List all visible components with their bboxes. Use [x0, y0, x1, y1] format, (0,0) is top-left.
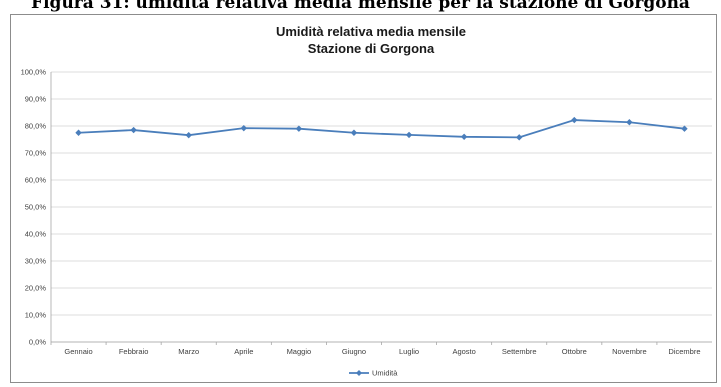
gridlines	[50, 71, 712, 343]
chart-frame	[10, 14, 717, 383]
x-tick-label: Luglio	[399, 347, 419, 356]
data-point	[460, 133, 468, 140]
data-point	[240, 124, 247, 132]
data-point	[185, 131, 192, 139]
x-tick-label: Febbraio	[119, 347, 149, 356]
x-tick-label: Maggio	[287, 347, 312, 356]
data-point	[350, 129, 358, 136]
x-tick-label: Gennaio	[64, 347, 92, 356]
figure-caption: Figura 31: umidità relativa media mensil…	[31, 0, 690, 13]
y-tick-label: 70,0%	[25, 149, 47, 158]
x-tick-label: Settembre	[502, 347, 537, 356]
x-axis-ticks: Gennaio Febbraio Marzo Aprile Maggio Giugno Lu…	[50, 342, 701, 356]
x-tick-label: Agosto	[452, 347, 475, 356]
x-tick-label: Marzo	[178, 347, 199, 356]
y-tick-label: 30,0%	[25, 257, 47, 266]
y-tick-label: 80,0%	[25, 122, 47, 131]
data-point	[626, 119, 633, 126]
y-tick-label: 0,0%	[29, 338, 46, 347]
y-tick-label: 10,0%	[25, 311, 47, 320]
y-tick-label: 100,0%	[21, 68, 47, 77]
y-tick-label: 20,0%	[25, 284, 47, 293]
data-point	[75, 129, 82, 136]
x-tick-label: Giugno	[342, 347, 366, 356]
data-point	[571, 116, 578, 124]
series-line	[78, 119, 685, 139]
data-point	[405, 131, 413, 139]
chart-subtitle: Stazione di Gorgona	[308, 41, 435, 56]
x-tick-label: Novembre	[612, 347, 647, 356]
y-tick-label: 60,0%	[25, 176, 47, 185]
data-point	[681, 125, 688, 132]
y-tick-label: 90,0%	[25, 95, 47, 104]
data-point	[295, 125, 303, 132]
x-tick-label: Aprile	[234, 347, 253, 356]
legend-marker	[356, 370, 362, 376]
legend: Umidità	[349, 369, 398, 378]
x-tick-label: Ottobre	[562, 347, 587, 356]
legend-label: Umidità	[372, 369, 398, 378]
y-tick-label: 40,0%	[25, 230, 47, 239]
y-tick-label: 50,0%	[25, 203, 47, 212]
data-point	[130, 126, 137, 134]
x-tick-label: Dicembre	[668, 347, 700, 356]
data-point	[516, 134, 523, 141]
chart-title: Umidità relativa media mensile	[276, 24, 466, 39]
y-axis-ticks: 0,0% 10,0% 20,0% 30,0% 40,0% 50,0% 60,0% 70,0% 8…	[21, 68, 47, 347]
series-umidita	[75, 116, 688, 141]
